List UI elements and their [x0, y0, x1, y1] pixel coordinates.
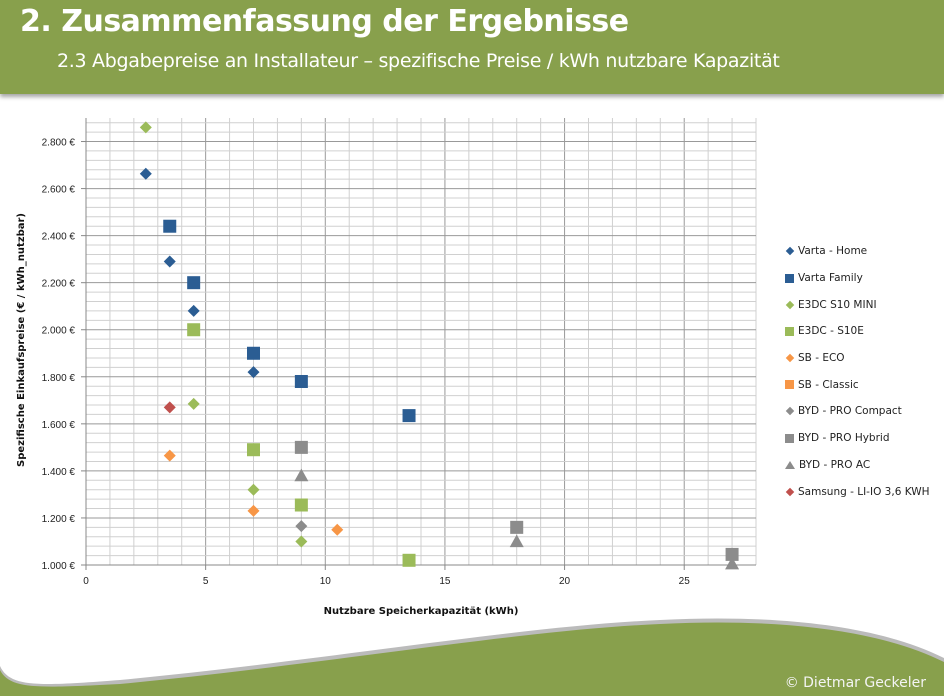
- slide-title: 2. Zusammenfassung der Ergebnisse: [20, 4, 629, 39]
- data-point-varta-family: [247, 346, 260, 360]
- data-point-sb-eco: [163, 449, 176, 462]
- slide-header: 2. Zusammenfassung der Ergebnisse 2.3 Ab…: [0, 0, 944, 94]
- diamond-marker-icon: [785, 487, 795, 496]
- x-axis-title: Nutzbare Speicherkapazität (kWh): [324, 606, 519, 617]
- data-point-e3dc-s10-mini: [295, 535, 308, 548]
- square-marker-icon: [785, 273, 794, 283]
- x-tick-label: 5: [203, 576, 209, 587]
- x-tick-label: 10: [320, 576, 332, 587]
- data-point-byd-pro-hybrid: [725, 547, 739, 561]
- diamond-marker-icon: [785, 247, 795, 256]
- data-point-e3dc-s10-mini: [187, 397, 200, 410]
- legend-label: BYD - PRO Hybrid: [798, 432, 890, 445]
- legend-label: BYD - PRO Compact: [798, 405, 902, 418]
- x-tick-label: 20: [559, 576, 571, 587]
- y-tick-label: 1.800 €: [42, 373, 76, 384]
- legend-label: E3DC S10 MINI: [798, 298, 877, 311]
- chart-marks: [139, 121, 740, 570]
- y-tick-label: 1.000 €: [42, 561, 76, 572]
- data-point-e3dc-s10e: [187, 323, 201, 337]
- y-axis-title: Spezifische Einkaufspreise (€ / kWh_nutz…: [16, 213, 27, 467]
- data-point-varta-family: [163, 219, 177, 233]
- data-point-e3dc-s10-mini: [139, 121, 152, 134]
- y-tick-label: 2.000 €: [42, 326, 76, 337]
- data-point-varta-family: [294, 374, 308, 388]
- data-point-e3dc-s10e: [247, 443, 260, 457]
- y-tick-label: 1.600 €: [42, 420, 76, 431]
- legend-item: Samsung - LI-IO 3,6 KWH: [785, 478, 930, 505]
- data-point-byd-pro-hybrid: [294, 440, 308, 454]
- y-tick-label: 1.400 €: [42, 467, 76, 478]
- data-point-varta-family: [187, 276, 201, 290]
- data-point-byd-pro-ac: [725, 556, 740, 570]
- y-tick-label: 2.200 €: [42, 279, 76, 290]
- square-marker-icon: [785, 326, 794, 336]
- data-point-samsung-li-io-3-6-kwh: [163, 401, 176, 414]
- legend-item: BYD - PRO AC: [785, 452, 930, 479]
- y-tick-label: 1.200 €: [42, 514, 76, 525]
- data-point-byd-pro-ac: [509, 534, 524, 548]
- data-point-e3dc-s10e: [294, 498, 308, 512]
- footer-wave: [0, 618, 944, 696]
- scatter-chart: 0 5 10 15 20 25 1.000 € 1.200 € 1.400 € 1.600 € 1.…: [16, 118, 757, 617]
- copyright-notice: © Dietmar Geckeler: [784, 675, 926, 691]
- legend-label: SB - Classic: [798, 378, 859, 391]
- data-point-varta-home: [139, 167, 152, 180]
- x-tick-label: 0: [83, 576, 89, 587]
- x-tick-label: 15: [439, 576, 451, 587]
- legend-label: Varta - Home: [798, 245, 868, 258]
- diamond-marker-icon: [785, 407, 795, 416]
- diamond-marker-icon: [785, 353, 795, 363]
- legend-item: SB - Classic: [785, 371, 930, 398]
- data-point-varta-family: [402, 409, 416, 423]
- legend-label: BYD - PRO AC: [799, 458, 871, 471]
- data-point-varta-home: [163, 255, 176, 268]
- data-point-e3dc-s10e: [402, 553, 416, 567]
- chart-legend: Varta - Home Varta Family E3DC S10 MINI E3D…: [785, 238, 930, 505]
- square-marker-icon: [785, 433, 794, 443]
- legend-item: Varta - Home: [785, 238, 930, 265]
- y-tick-label: 2.400 €: [42, 232, 76, 243]
- data-point-byd-pro-ac: [294, 468, 309, 482]
- x-tick-label: 25: [679, 576, 691, 587]
- triangle-marker-icon: [785, 460, 795, 469]
- data-point-e3dc-s10-mini: [247, 483, 260, 496]
- data-point-byd-pro-compact: [295, 520, 308, 533]
- legend-label: Varta Family: [798, 272, 863, 285]
- data-point-varta-home: [247, 366, 260, 379]
- diamond-marker-icon: [785, 300, 795, 309]
- legend-item: E3DC - S10E: [785, 318, 930, 345]
- legend-label: E3DC - S10E: [798, 325, 864, 338]
- legend-label: Samsung - LI-IO 3,6 KWH: [798, 485, 930, 498]
- data-point-byd-pro-hybrid: [510, 520, 524, 534]
- data-point-sb-eco: [331, 523, 344, 536]
- y-tick-label: 2.600 €: [42, 185, 76, 196]
- legend-item: BYD - PRO Hybrid: [785, 425, 930, 452]
- legend-item: E3DC S10 MINI: [785, 291, 930, 318]
- legend-item: Varta Family: [785, 265, 930, 292]
- legend-item: BYD - PRO Compact: [785, 398, 930, 425]
- chart-axes: 0 5 10 15 20 25 1.000 € 1.200 € 1.400 € 1.600 € 1.…: [42, 118, 756, 587]
- data-point-sb-eco: [247, 504, 260, 517]
- data-point-varta-home: [187, 304, 200, 317]
- legend-item: SB - ECO: [785, 345, 930, 372]
- y-tick-label: 2.800 €: [42, 138, 76, 149]
- chart-grid: [85, 118, 757, 566]
- slide-subtitle: 2.3 Abgabepreise an Installateur – spezi…: [57, 50, 780, 72]
- square-marker-icon: [785, 380, 794, 390]
- legend-label: SB - ECO: [798, 352, 845, 365]
